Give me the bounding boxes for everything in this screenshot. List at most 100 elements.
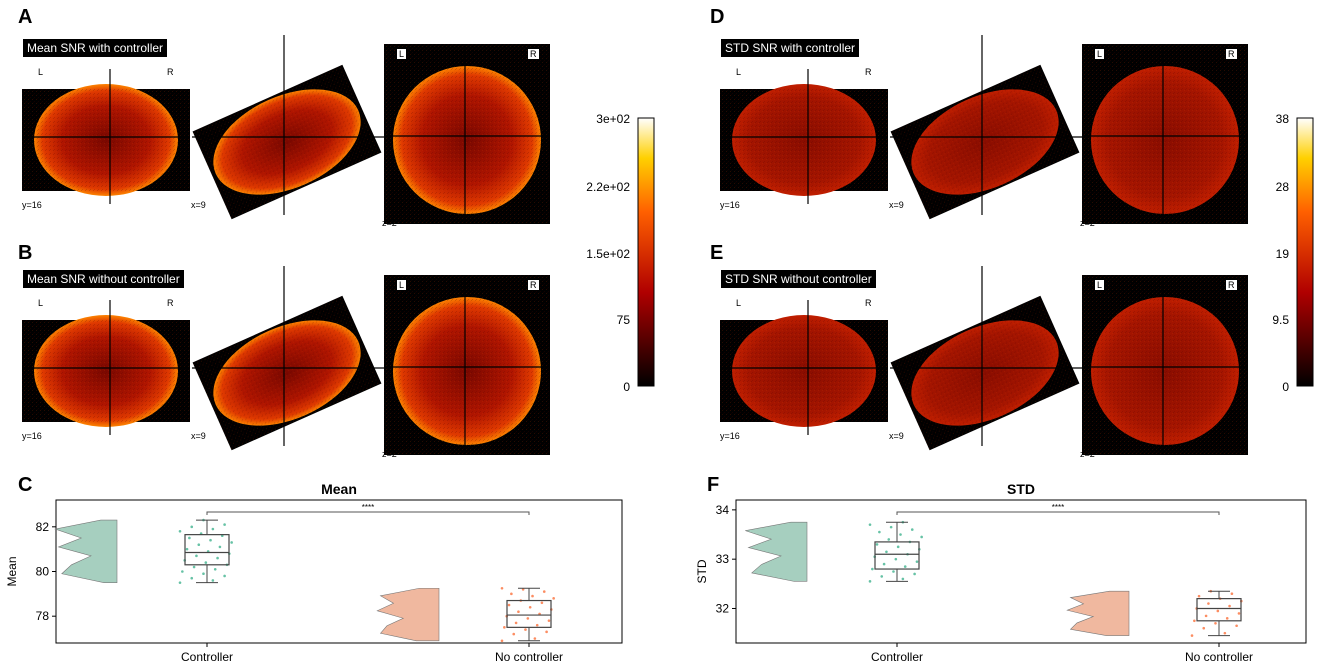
mean-chart-violin-1 (376, 587, 440, 642)
mean-chart-point (531, 594, 534, 598)
panel-letter-d: D (710, 6, 725, 28)
panel-b-slice-z (384, 275, 550, 455)
std-chart-point (889, 525, 893, 529)
mean-chart-ytick-label: 80 (36, 565, 50, 579)
mean-chart-point (514, 621, 518, 625)
std-chart-point (913, 572, 916, 576)
panel-e-slice-z (1082, 275, 1248, 455)
mean-chart-violin-0 (54, 519, 118, 583)
mean-chart-point (192, 565, 196, 569)
panel-e-coord-y: y=16 (720, 431, 740, 441)
std-chart-significance-bracket (896, 511, 1220, 515)
mean-chart-point (211, 579, 215, 582)
mean-chart-point (178, 581, 182, 584)
panel-a-slice-y (22, 69, 190, 204)
colorbar-std (1296, 117, 1314, 387)
mean-chart-point (542, 590, 546, 593)
panel-a-orient-left: L (38, 67, 44, 77)
colorbar-std-tick: 38 (1275, 112, 1289, 126)
panel-e-orient-left: L (736, 298, 742, 308)
std-chart-point (1204, 614, 1208, 618)
std-chart-point (878, 530, 881, 534)
std-chart-point (868, 580, 872, 583)
mean-chart-point (213, 567, 217, 571)
panel-b-orient-left-z: L (396, 279, 408, 291)
panel-b-coord-z: z=2 (382, 449, 397, 459)
panel-e-title: STD SNR without controller (721, 270, 876, 288)
panel-d-orient-right: R (865, 67, 872, 77)
std-chart-point (1214, 621, 1217, 625)
panel-d-slice-y (720, 69, 888, 204)
mean-chart-point (230, 541, 233, 544)
mean-chart-point (507, 603, 511, 607)
std-chart-point (1235, 624, 1238, 628)
panel-b-coord-y: y=16 (22, 431, 42, 441)
panel-b-orient-right: R (167, 298, 174, 308)
std-chart-point (896, 545, 900, 549)
panel-letter-a: A (18, 6, 33, 28)
mean-chart-ytick-label: 78 (36, 609, 50, 623)
std-chart-point (903, 565, 907, 568)
std-chart-plot-frame (735, 499, 1307, 644)
colorbar-mean-tick: 2.2e+02 (586, 180, 630, 194)
std-chart-point (901, 577, 905, 581)
mean-chart-point (178, 529, 182, 533)
std-chart-point (1225, 617, 1229, 620)
mean-chart-point (197, 543, 201, 546)
mean-chart-point (195, 554, 198, 558)
mean-chart-point (528, 605, 532, 609)
mean-chart-point (216, 556, 219, 560)
panel-e-coord-x: x=9 (889, 431, 904, 441)
mean-chart-point (190, 525, 194, 529)
panel-letter-c: C (18, 474, 33, 496)
colorbar-std-tick: 9.5 (1272, 313, 1289, 327)
mean-chart-xtick-label: No controller (495, 650, 563, 664)
panel-d-coord-z: z=2 (1080, 218, 1095, 228)
std-chart-point (910, 528, 914, 531)
panel-d-coord-y: y=16 (720, 200, 740, 210)
panel-a-slice-x (192, 35, 392, 220)
std-chart-point (1197, 594, 1201, 598)
mean-chart-xtick-label: Controller (181, 650, 233, 664)
std-chart-point (885, 550, 888, 554)
mean-chart-point (223, 574, 226, 578)
std-chart-point (899, 533, 902, 536)
std-chart-ytick-label: 34 (716, 503, 730, 517)
mean-chart-point (209, 538, 212, 542)
mean-chart-point (510, 592, 513, 596)
panel-a-coord-z: z=2 (382, 218, 397, 228)
panel-b-slice-y (22, 300, 190, 435)
panel-b-orient-left: L (38, 298, 44, 308)
mean-chart-point (188, 536, 191, 540)
mean-chart-point (185, 547, 189, 551)
std-chart-box-1 (1196, 598, 1242, 622)
panel-b-coord-x: x=9 (191, 431, 206, 441)
colorbar-std-tick: 0 (1282, 380, 1289, 394)
std-chart-point (1207, 602, 1210, 605)
std-chart-ytick-label: 33 (716, 552, 730, 566)
std-chart-point (1228, 604, 1231, 608)
panel-d-orient-left: L (736, 67, 742, 77)
panel-e-orient-right: R (865, 298, 872, 308)
std-chart-point (915, 560, 919, 563)
panel-letter-b: B (18, 242, 33, 264)
std-chart-point (920, 535, 923, 539)
colorbar-std-tick: 28 (1275, 180, 1289, 194)
panel-e-orient-left-z: L (1094, 279, 1106, 291)
colorbar-mean-tick: 3e+02 (596, 112, 630, 126)
mean-chart-plot-frame (55, 499, 623, 644)
std-chart-point (892, 570, 895, 573)
mean-chart-ylabel: Mean (5, 556, 19, 586)
panel-e-orient-right-z: R (1225, 279, 1238, 291)
mean-chart-point (540, 601, 544, 605)
mean-chart-point (202, 572, 205, 576)
panel-a-title: Mean SNR with controller (23, 39, 168, 57)
mean-chart-point (500, 586, 504, 590)
std-chart-xtick-label: Controller (871, 650, 923, 664)
colorbar-std-tick: 19 (1275, 247, 1289, 261)
panel-a-orient-right-z: R (527, 48, 540, 60)
mean-chart-point (500, 639, 504, 643)
panel-e-coord-z: z=2 (1080, 449, 1095, 459)
panel-a-orient-right: R (167, 67, 174, 77)
colorbar-mean-tick: 1.5e+02 (586, 247, 630, 261)
